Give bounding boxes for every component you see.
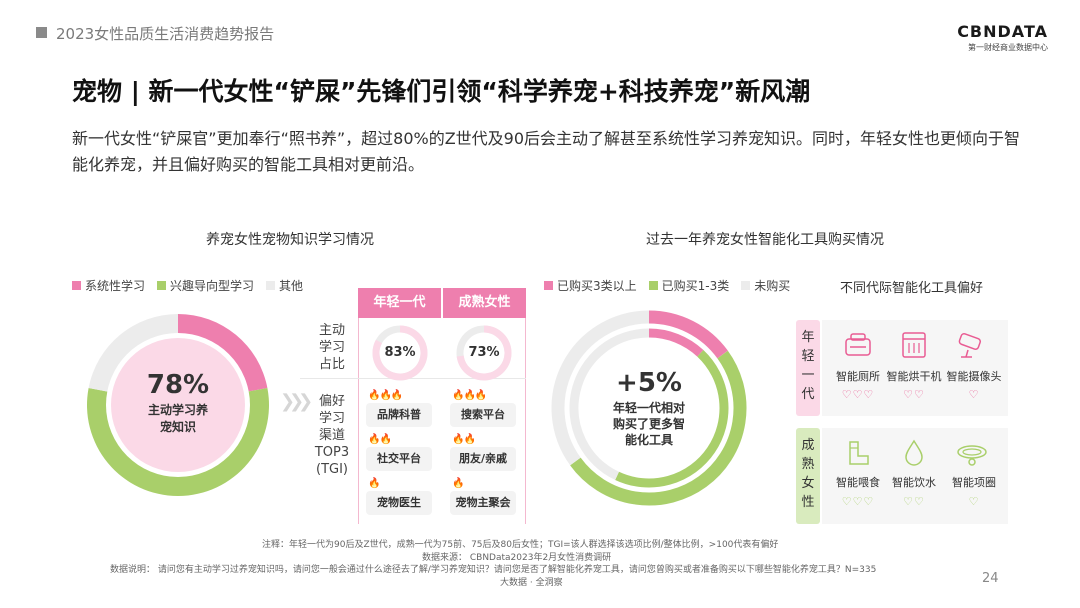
row-label-channels: 偏好 学习 渠道 TOP3 (TGI)	[314, 394, 350, 477]
flame-icon: 🔥	[368, 478, 380, 489]
right-center-value: +5%	[616, 368, 682, 398]
left-donut-center: 78% 主动学习养 宠知识	[120, 370, 236, 436]
mature-tool-1-label: 智能喂食	[836, 476, 880, 489]
active-learning-disc	[111, 338, 245, 472]
mature-ring-value	[456, 325, 512, 381]
heart-icon: ♡	[968, 495, 980, 508]
inner-ring-3	[569, 328, 650, 480]
young-tool-2-label: 智能烘干机	[886, 370, 942, 383]
mature-share-value: 73%	[468, 345, 500, 360]
header-square-icon	[36, 27, 47, 38]
right-legend: 已购买3类以上 已购买1-3类 未购买	[544, 277, 790, 294]
flow-arrows-icon: ❯❯❯	[280, 391, 313, 412]
water-drop-icon	[905, 439, 923, 466]
mature-channel-1: 搜索平台	[450, 403, 516, 427]
outer-ring-3	[551, 310, 650, 466]
right-center-label: 年轻一代相对 购买了更多智 能化工具	[612, 401, 685, 447]
pet-dryer-icon	[902, 332, 926, 358]
flame-icon: 🔥🔥	[368, 434, 392, 445]
row-divider	[300, 378, 526, 379]
young-tool-3-label: 智能摄像头	[946, 370, 1002, 383]
mature-channel-2: 朋友/亲戚	[450, 447, 516, 471]
mature-tools-panel	[822, 428, 1008, 524]
tagline: 大数据 · 全洞察	[500, 578, 563, 588]
mature-generation-band: 成 熟 女 性	[796, 428, 820, 524]
flame-icon: 🔥🔥🔥	[452, 390, 487, 401]
flame-icon: 🔥	[452, 478, 464, 489]
learning-donut-chart	[87, 314, 269, 496]
report-title: 2023女性品质生活消费趋势报告	[56, 25, 275, 43]
data-explanation: 数据说明： 请问您有主动学习过养宠知识吗，请问您一般会通过什么途径去了解/学习养…	[110, 565, 877, 575]
young-tool-1-label: 智能厕所	[836, 370, 880, 383]
legend-item-not-bought: 未购买	[741, 277, 790, 294]
intro-paragraph: 新一代女性“铲屎官”更加奉行“照书养”，超过80%的Z世代及90后会主动了解甚至…	[72, 129, 1021, 174]
heart-icon: ♡♡♡	[841, 495, 875, 508]
purchase-donut-chart	[551, 310, 747, 506]
col-head-young: 年轻一代	[358, 288, 441, 318]
young-tools-panel	[822, 320, 1008, 416]
young-channel-1: 品牌科普	[366, 403, 432, 427]
collar-icon	[957, 445, 987, 466]
table-separator	[441, 288, 443, 524]
young-channel-2: 社交平台	[366, 447, 432, 471]
mature-share-ring	[456, 325, 512, 381]
outer-ring-2	[570, 350, 747, 506]
outer-ring-1	[648, 310, 728, 359]
young-share-value: 83%	[384, 345, 416, 360]
feeder-icon	[849, 441, 869, 465]
mature-tool-3-label: 智能项圈	[952, 476, 996, 489]
footnote: 注释：年轻一代为90后及Z世代，成熟一代为75前、75后及80后女性；TGI=该…	[262, 540, 779, 550]
young-channel-3: 宠物医生	[366, 491, 432, 515]
young-share-ring	[372, 325, 428, 381]
cbndata-logo: CBNDATA	[957, 22, 1048, 41]
heart-icon: ♡♡	[903, 495, 925, 508]
row-label-active-share: 主动 学习 占比	[318, 323, 345, 372]
legend-item-bought-3plus: 已购买3类以上	[544, 277, 637, 294]
flame-icon: 🔥🔥🔥	[368, 390, 403, 401]
mature-channel-3: 宠物主聚会	[450, 491, 516, 515]
inner-ring-1	[648, 328, 704, 357]
left-center-label: 主动学习养 宠知识	[147, 403, 208, 434]
left-center-value: 78%	[146, 370, 210, 400]
data-source: 数据来源： CBNData2023年2月女性消费调研	[422, 553, 612, 563]
right-donut-center: +5% 年轻一代相对 购买了更多智 能化工具	[589, 368, 709, 448]
page-title: 宠物 | 新一代女性“铲屎”先锋们引领“科学养宠+科技养宠”新风潮	[72, 77, 811, 106]
logo-subtitle: 第一财经商业数据中心	[968, 43, 1048, 52]
litter-box-icon	[845, 333, 871, 356]
heart-icon: ♡	[968, 388, 980, 401]
pref-title: 不同代际智能化工具偏好	[840, 281, 984, 296]
camera-icon	[958, 332, 982, 358]
inner-ring-2	[615, 350, 729, 488]
left-legend: 系统性学习 兴趣导向型学习 其他	[72, 277, 303, 294]
heart-icon: ♡♡♡	[841, 388, 875, 401]
young-ring-value	[372, 325, 428, 381]
legend-item-systematic: 系统性学习	[72, 277, 145, 294]
generation-table	[358, 318, 526, 524]
col-head-mature: 成熟女性	[443, 288, 526, 318]
legend-item-other: 其他	[266, 277, 303, 294]
right-section-title: 过去一年养宠女性智能化工具购买情况	[646, 232, 884, 248]
left-section-title: 养宠女性宠物知识学习情况	[206, 232, 374, 248]
flame-icon: 🔥🔥	[452, 434, 476, 445]
young-generation-band: 年 轻 一 代	[796, 320, 820, 416]
legend-item-bought-1-3: 已购买1-3类	[648, 277, 729, 294]
legend-item-interest: 兴趣导向型学习	[157, 277, 254, 294]
heart-icon: ♡♡	[903, 388, 925, 401]
page-number: 24	[982, 571, 999, 586]
mature-tool-2-label: 智能饮水	[892, 476, 936, 489]
